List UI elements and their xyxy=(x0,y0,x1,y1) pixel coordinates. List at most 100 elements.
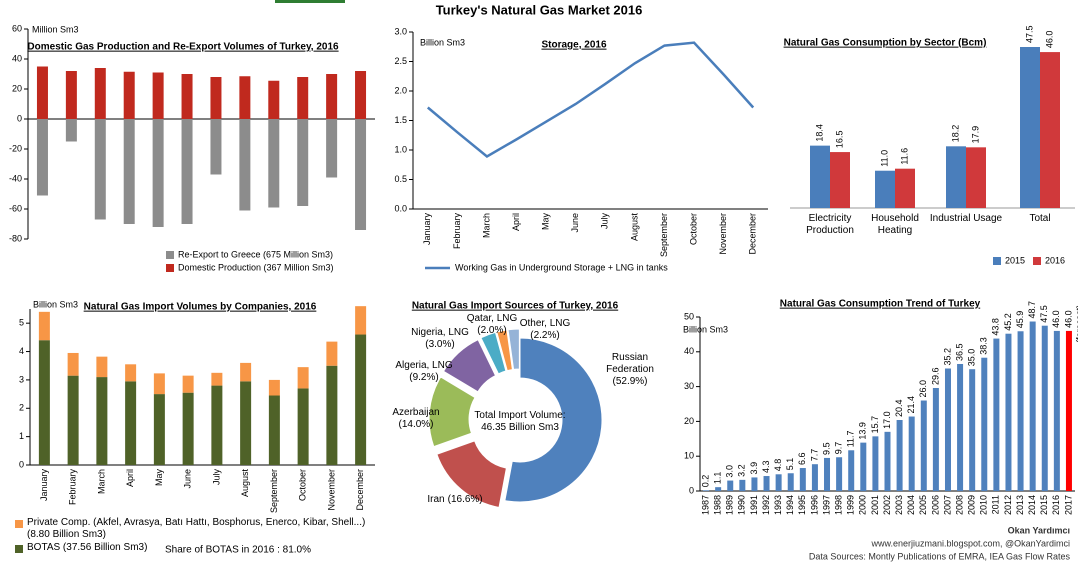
slice-value: (2.0%) xyxy=(477,325,507,336)
slice-label: Russian Federation (52.9%) xyxy=(595,352,665,388)
legend-label: BOTAS (37.56 Billion Sm3) xyxy=(27,542,148,553)
slice-label: Algeria, LNG (9.2%) xyxy=(389,360,459,384)
sources: Data Sources: Montly Publications of EMR… xyxy=(809,551,1071,561)
x-tick-label: April xyxy=(125,469,135,487)
bar xyxy=(268,119,280,208)
y-tick-label: 40 xyxy=(684,346,694,356)
bar xyxy=(36,66,48,119)
legend-swatch xyxy=(166,251,174,259)
bar xyxy=(355,71,367,119)
value-label: 43.8 xyxy=(991,318,1001,336)
bar xyxy=(811,464,818,491)
bar xyxy=(153,394,165,465)
bar xyxy=(908,416,915,491)
slice-label: Qatar, LNG (2.0%) xyxy=(457,313,527,337)
bar xyxy=(920,400,927,491)
value-label: 35.0 xyxy=(967,349,977,367)
y-axis-label: Million Sm3 xyxy=(32,24,79,34)
x-tick-label: 1992 xyxy=(761,495,771,515)
bar xyxy=(182,392,194,465)
bar xyxy=(739,479,746,491)
x-tick-label: December xyxy=(355,469,365,511)
value-label: 1.1 xyxy=(713,472,723,485)
x-tick-label: 2009 xyxy=(967,495,977,515)
bar xyxy=(67,352,79,376)
value-label: 3.0 xyxy=(725,465,735,478)
y-tick-label: 1.0 xyxy=(394,144,407,154)
bar xyxy=(182,375,194,393)
bar xyxy=(848,450,855,491)
page-title: Turkey's Natural Gas Market 2016 xyxy=(436,2,643,17)
legend-label: Working Gas in Underground Storage + LNG… xyxy=(455,262,668,272)
bar xyxy=(153,373,165,395)
x-tick-label: July xyxy=(600,213,610,230)
y-tick-label: 0 xyxy=(17,113,22,123)
x-tick-label: November xyxy=(718,213,728,255)
x-tick-label: 2010 xyxy=(979,495,989,515)
chart-title: Storage, 2016 xyxy=(541,40,606,51)
value-label: 15.7 xyxy=(870,416,880,434)
bar xyxy=(268,379,280,396)
legend-swatch xyxy=(1033,257,1041,265)
chart-title: Natural Gas Consumption by Sector (Bcm) xyxy=(784,38,987,49)
bar xyxy=(1005,333,1012,491)
bar xyxy=(969,369,976,491)
bar xyxy=(240,381,252,465)
y-tick-label: 2 xyxy=(19,403,24,413)
slice-name: Qatar, LNG xyxy=(466,313,518,324)
bar xyxy=(211,372,223,386)
y-tick-label: 30 xyxy=(684,381,694,391)
bar xyxy=(799,468,806,491)
legend-label: Domestic Production (367 Million Sm3) xyxy=(178,262,334,272)
x-tick-label: 1988 xyxy=(713,495,723,515)
bar xyxy=(715,487,722,491)
value-label: 26.0 xyxy=(918,380,928,398)
slice-label: Iran (16.6%) xyxy=(410,494,500,506)
x-tick-label: 2008 xyxy=(954,495,964,515)
x-tick-label: October xyxy=(298,469,308,501)
x-tick-label: April xyxy=(511,213,521,231)
x-tick-label: 2016 xyxy=(1051,495,1061,515)
pie-slice xyxy=(504,337,603,503)
legend-swatch xyxy=(166,264,174,272)
bar xyxy=(932,387,939,491)
slice-value: (2.2%) xyxy=(530,330,560,341)
x-tick-label: 1989 xyxy=(725,495,735,515)
slice-value: (14.0%) xyxy=(398,419,434,430)
bar xyxy=(210,77,222,119)
bar xyxy=(326,365,338,465)
bar xyxy=(210,119,222,175)
annotation: Share of BOTAS in 2016 : 81.0% xyxy=(165,545,311,556)
bar xyxy=(65,119,77,142)
y-tick-label: 20 xyxy=(12,83,22,93)
bar xyxy=(211,385,223,465)
value-label: 9.7 xyxy=(833,442,843,455)
value-label: 21.4 xyxy=(906,396,916,414)
value-label: 11.6 xyxy=(899,148,909,165)
bar xyxy=(884,431,891,491)
x-tick-label: August xyxy=(240,469,250,498)
x-tick-label: January xyxy=(422,213,432,246)
x-tick-label: March xyxy=(481,213,491,238)
value-label: 3.9 xyxy=(749,462,759,475)
y-axis-label: Billion Sm3 xyxy=(33,299,78,309)
x-tick-label: 2006 xyxy=(930,495,940,515)
bar xyxy=(65,71,77,119)
x-tick-label: March xyxy=(96,469,106,494)
legend-label: 2016 xyxy=(1045,255,1065,265)
x-tick-label: December xyxy=(748,213,758,255)
bar xyxy=(239,76,251,119)
bar xyxy=(1040,52,1060,208)
slice-value: (9.2%) xyxy=(409,372,439,383)
bar xyxy=(181,119,193,224)
x-tick-label: 2002 xyxy=(882,495,892,515)
bar xyxy=(326,74,338,119)
x-tick-label: September xyxy=(269,469,279,513)
value-label: 7.7 xyxy=(809,449,819,462)
y-tick-label: 0 xyxy=(689,485,694,495)
x-tick-label: July xyxy=(211,469,221,486)
bar xyxy=(123,119,135,224)
value-label: 47.5 xyxy=(1024,25,1034,43)
x-tick-label: 1998 xyxy=(833,495,843,515)
bar xyxy=(125,381,137,465)
